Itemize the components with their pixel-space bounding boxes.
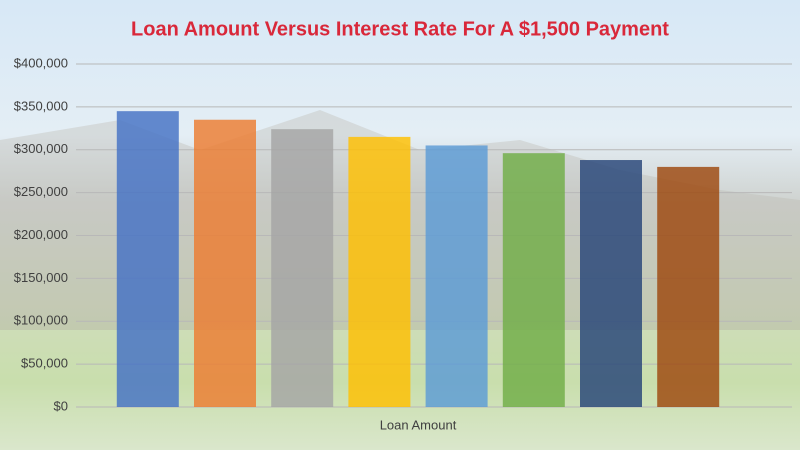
bar (194, 119, 256, 408)
x-tick-label: Loan Amount (380, 417, 457, 432)
y-tick-label: $250,000 (14, 184, 68, 199)
y-tick-label: $0 (54, 398, 68, 413)
bar (425, 145, 488, 407)
bar (348, 136, 411, 407)
bar (271, 129, 334, 408)
bar (502, 153, 565, 407)
y-tick-label: $400,000 (14, 55, 68, 70)
y-tick-label: $150,000 (14, 270, 68, 285)
chart-title: Loan Amount Versus Interest Rate For A $… (131, 18, 669, 40)
y-tick-label: $300,000 (14, 141, 68, 156)
bar (116, 111, 179, 407)
y-tick-label: $100,000 (14, 313, 68, 328)
y-tick-label: $350,000 (14, 98, 68, 113)
bar (580, 160, 642, 407)
y-tick-label: $50,000 (21, 356, 68, 371)
y-tick-label: $200,000 (14, 227, 68, 242)
bar (657, 166, 720, 407)
